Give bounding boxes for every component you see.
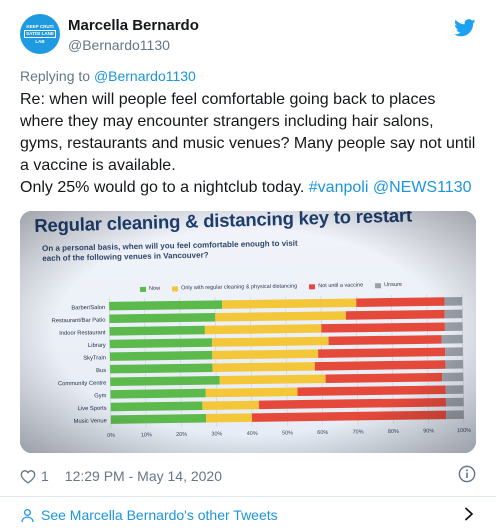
bar-segment (110, 388, 206, 399)
x-tick-label: 70% (353, 429, 364, 435)
avatar-text-2: SATISI LANE (24, 30, 56, 38)
bar-segment (206, 413, 253, 423)
tweet-text: Re: when will people feel comfortable go… (20, 89, 480, 199)
bar-segment (442, 372, 464, 382)
bar-segment (219, 374, 326, 385)
replying-mention-link[interactable]: @Bernardo1130 (93, 68, 196, 84)
bar-segment (212, 349, 319, 360)
category-label: Barber/Salon (71, 305, 105, 311)
footer-divider (0, 496, 496, 497)
tweet-text-paragraph-2: Only 25% would go to a nightclub today. … (20, 177, 480, 199)
bar-segment (445, 385, 464, 394)
bar-segment (205, 387, 298, 398)
bar-segment (110, 401, 203, 412)
chart-svg: 0% 10% 20% 30% 40% 50% 60% 70% 80% 90% 100% Barber/… (52, 294, 471, 439)
bar-segment (212, 362, 315, 372)
tweet-meta: 1 12:29 PM - May 14, 2020 (20, 466, 222, 486)
author-name[interactable]: Marcella Bernardo (68, 17, 199, 34)
other-tweets-link[interactable]: See Marcella Bernardo's other Tweets (20, 505, 278, 525)
info-icon[interactable] (458, 465, 476, 483)
x-tick-label: 20% (176, 432, 187, 438)
bar-segment (445, 347, 463, 357)
bar-segment (325, 372, 443, 384)
avatar[interactable]: KEEP CRUTI SATISI LANE LAB (20, 14, 60, 54)
bar-segment (444, 322, 463, 331)
bar-segment (212, 336, 329, 347)
other-tweets-label: See Marcella Bernardo's other Tweets (41, 507, 278, 523)
category-label: Music Venue (74, 418, 107, 424)
author-handle[interactable]: @Bernardo1130 (68, 37, 170, 53)
bar-segment (109, 300, 223, 311)
replying-prefix: Replying to (20, 68, 91, 84)
category-label: Library (88, 343, 106, 349)
category-label: Live Sports (78, 406, 107, 412)
chevron-right-icon[interactable] (463, 507, 475, 521)
bar-segment (109, 325, 205, 336)
hashtag-link[interactable]: #vanpoli (308, 179, 369, 196)
chart-slide: Regular cleaning & distancing key to res… (20, 211, 476, 453)
x-tick-label: 100% (457, 428, 471, 434)
bar-segment (251, 410, 447, 422)
stacked-bar-chart: 0% 10% 20% 30% 40% 50% 60% 70% 80% 90% 100% Barber/… (20, 211, 476, 453)
twitter-bird-icon[interactable] (454, 19, 476, 37)
x-tick-label: 90% (423, 428, 434, 434)
category-label: Bus (96, 368, 106, 374)
bar-segment (441, 334, 463, 344)
x-tick-label: 0% (107, 433, 115, 439)
x-tick-label: 40% (247, 431, 258, 437)
tweet-text-plain: Only 25% would go to a nightclub today. (20, 179, 305, 196)
tweet-timestamp[interactable]: 12:29 PM - May 14, 2020 (64, 468, 222, 484)
bar-segment (446, 410, 464, 420)
bar-segment (445, 397, 464, 407)
bar-segment (297, 385, 446, 397)
x-tick-label: 60% (317, 430, 328, 436)
person-icon (21, 508, 34, 522)
x-tick-label: 30% (211, 431, 222, 437)
category-label: Restaurant/Bar Patio (52, 318, 106, 325)
bar-segment (204, 324, 322, 335)
bar-segment (215, 311, 346, 322)
x-tick-label: 50% (282, 430, 293, 436)
bar-segment (321, 322, 445, 333)
bar-segment (109, 313, 216, 324)
category-label: Gym (94, 393, 106, 399)
avatar-text-3: LAB (35, 38, 45, 44)
tweet-photo[interactable]: Regular cleaning & distancing key to res… (20, 211, 476, 453)
bar-segment (444, 309, 463, 319)
bar-segment (318, 347, 446, 358)
bar-segment (445, 359, 464, 369)
bar-segment (202, 400, 259, 410)
bar-segment (109, 338, 213, 349)
bar-segment (222, 298, 357, 309)
category-label: SkyTrain (83, 355, 106, 361)
x-tick-label: 80% (388, 429, 399, 435)
heart-icon[interactable] (20, 469, 36, 484)
mention-link[interactable]: @NEWS1130 (372, 179, 472, 196)
category-label: Indoor Restaurant (59, 330, 106, 337)
bar-segment (314, 360, 446, 371)
avatar-text-1: KEEP CRUTI (26, 23, 54, 29)
bar-segment (258, 398, 447, 410)
bar-segment (328, 335, 442, 346)
bar-segment (109, 350, 213, 361)
bar-segment (110, 363, 213, 374)
bar-segment (110, 375, 220, 387)
tweet-text-paragraph-1: Re: when will people feel comfortable go… (20, 91, 476, 174)
x-tick-label: 10% (141, 432, 152, 438)
replying-to: Replying to @Bernardo1130 (20, 68, 196, 84)
bar-segment (356, 297, 445, 307)
bar-segment (444, 297, 463, 306)
bar-segment (345, 309, 445, 320)
bar-segment (110, 413, 207, 424)
category-label: Community Centre (58, 381, 106, 388)
like-count: 1 (41, 468, 49, 484)
